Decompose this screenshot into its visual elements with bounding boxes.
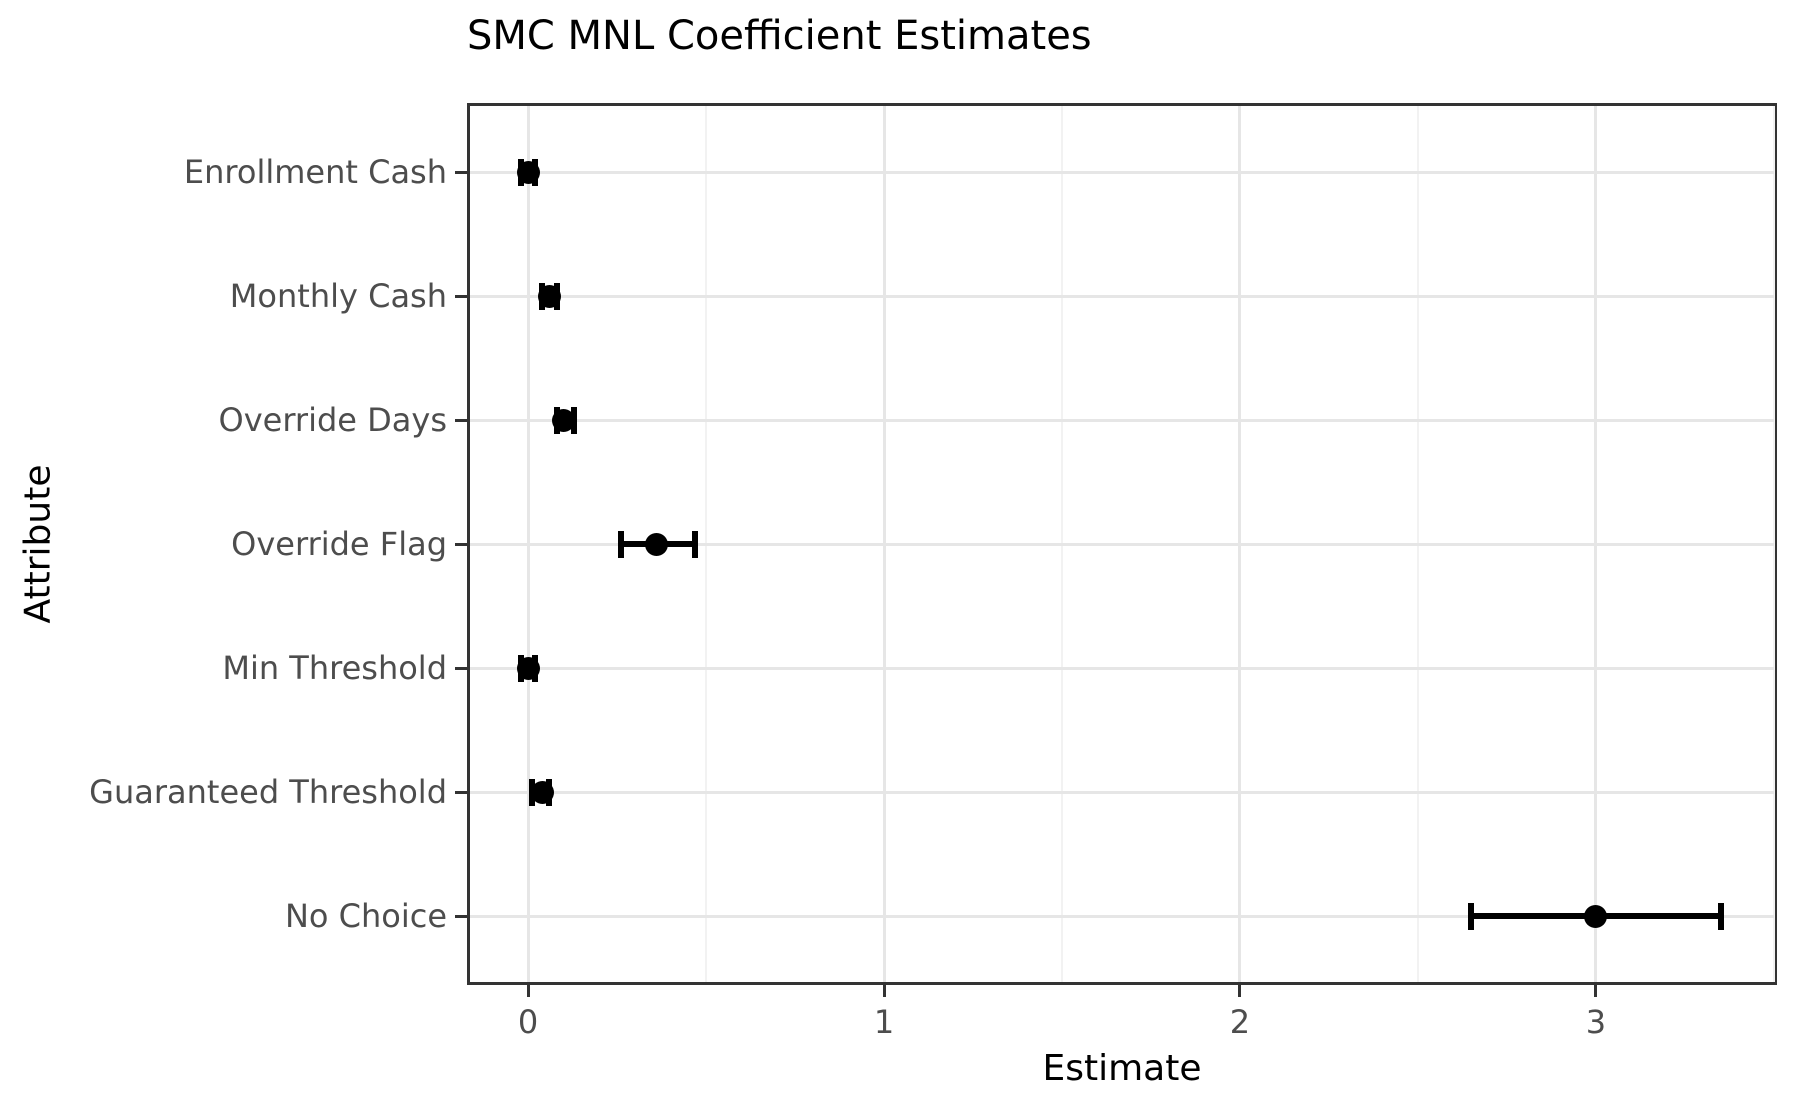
y-tick-label: No Choice <box>284 897 447 935</box>
x-tick-mark <box>1238 985 1242 997</box>
y-tick-mark <box>455 666 467 670</box>
gridline-horizontal-major <box>470 294 1774 298</box>
y-tick-label: Override Flag <box>231 525 447 563</box>
error-bar-cap <box>1717 902 1724 930</box>
y-tick-mark <box>455 790 467 794</box>
chart-title: SMC MNL Coefficient Estimates <box>467 13 1092 59</box>
estimate-point <box>516 160 540 184</box>
estimate-point <box>537 284 561 308</box>
x-tick-label: 0 <box>517 1003 539 1041</box>
gridline-horizontal-major <box>470 418 1774 422</box>
x-tick-label: 3 <box>1585 1003 1607 1041</box>
gridline-horizontal-major <box>470 790 1774 794</box>
y-tick-label: Monthly Cash <box>229 277 447 315</box>
gridline-horizontal-major <box>470 914 1774 918</box>
estimate-point <box>552 408 576 432</box>
y-axis-title: Attribute <box>17 464 59 624</box>
gridline-horizontal-major <box>470 542 1774 546</box>
estimate-point <box>644 532 668 556</box>
y-tick-label: Enrollment Cash <box>183 153 447 191</box>
gridline-horizontal-major <box>470 666 1774 670</box>
y-tick-mark <box>455 170 467 174</box>
error-bar-cap <box>692 530 699 558</box>
x-tick-mark <box>1594 985 1598 997</box>
x-tick-mark <box>526 985 530 997</box>
y-tick-mark <box>455 542 467 546</box>
y-tick-label: Override Days <box>218 401 447 439</box>
y-tick-label: Guaranteed Threshold <box>89 773 447 811</box>
x-tick-label: 1 <box>873 1003 895 1041</box>
error-bar-cap <box>617 530 624 558</box>
gridline-horizontal-major <box>470 170 1774 174</box>
y-tick-mark <box>455 294 467 298</box>
plot-panel <box>467 103 1777 985</box>
y-tick-mark <box>455 418 467 422</box>
estimate-point <box>1584 904 1608 928</box>
estimate-point <box>530 780 554 804</box>
x-axis-title: Estimate <box>1042 1048 1202 1089</box>
x-tick-mark <box>882 985 886 997</box>
x-tick-label: 2 <box>1229 1003 1251 1041</box>
y-tick-label: Min Threshold <box>222 649 447 687</box>
error-bar-cap <box>1468 902 1475 930</box>
estimate-point <box>516 656 540 680</box>
y-tick-mark <box>455 914 467 918</box>
